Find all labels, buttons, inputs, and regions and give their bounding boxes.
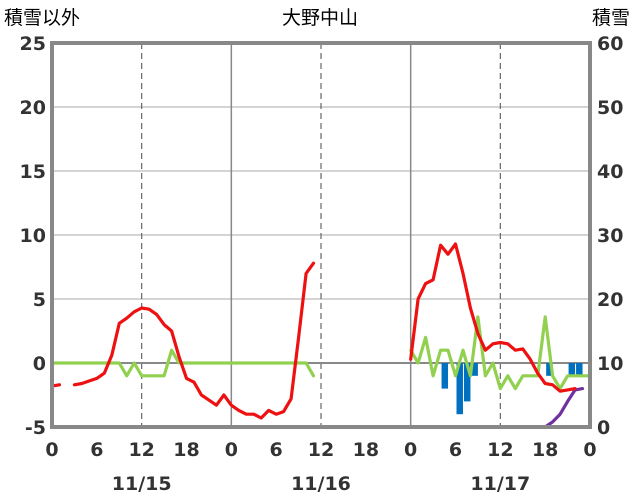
- x-tick-label: 18: [532, 439, 558, 461]
- right-y-tick-label: 20: [597, 289, 623, 311]
- x-tick-label: 6: [90, 439, 103, 461]
- x-tick-label: 18: [353, 439, 379, 461]
- x-tick-label: 12: [308, 439, 334, 461]
- right-y-tick-label: 0: [597, 417, 610, 439]
- right-y-tick-label: 40: [597, 161, 623, 183]
- bar: [471, 363, 478, 376]
- left-y-tick-label: 20: [20, 97, 46, 119]
- date-label: 11/15: [112, 473, 172, 495]
- series-line-temperature: [72, 261, 316, 420]
- left-y-tick-label: 5: [33, 289, 46, 311]
- bars: [441, 363, 583, 415]
- date-label: 11/17: [470, 473, 530, 495]
- bar: [456, 363, 463, 415]
- bar: [568, 363, 576, 376]
- left-y-tick-label: -5: [25, 417, 46, 439]
- series-line-green: [409, 315, 592, 391]
- left-y-tick-label: 25: [20, 33, 46, 55]
- series-line-green: [50, 348, 316, 378]
- right-y-tick-label: 50: [597, 97, 623, 119]
- x-tick-label: 6: [449, 439, 462, 461]
- bar: [546, 363, 553, 376]
- right-axis-title: 積雪: [592, 7, 630, 29]
- left-axis-title: 積雪以外: [4, 7, 80, 29]
- x-tick-label: 0: [583, 439, 596, 461]
- x-tick-label: 18: [173, 439, 199, 461]
- date-label: 11/16: [291, 473, 351, 495]
- x-tick-label: 12: [128, 439, 154, 461]
- left-y-tick-label: 15: [20, 161, 46, 183]
- x-tick-label: 12: [487, 439, 513, 461]
- right-y-tick-label: 60: [597, 33, 623, 55]
- x-tick-label: 6: [270, 439, 283, 461]
- grid: [52, 43, 590, 427]
- bar: [441, 363, 449, 389]
- bar: [576, 363, 583, 376]
- bar: [463, 363, 471, 402]
- series-line-temperature: [409, 242, 577, 393]
- right-y-tick-label: 30: [597, 225, 623, 247]
- left-y-tick-label: 0: [33, 353, 46, 375]
- plot-frame: [50, 41, 592, 429]
- x-tick-label: 0: [404, 439, 417, 461]
- left-y-tick-label: 10: [20, 225, 46, 247]
- chart-title: 大野中山: [282, 7, 358, 29]
- right-y-tick-label: 10: [597, 353, 623, 375]
- x-tick-label: 0: [45, 439, 58, 461]
- x-tick-label: 0: [225, 439, 238, 461]
